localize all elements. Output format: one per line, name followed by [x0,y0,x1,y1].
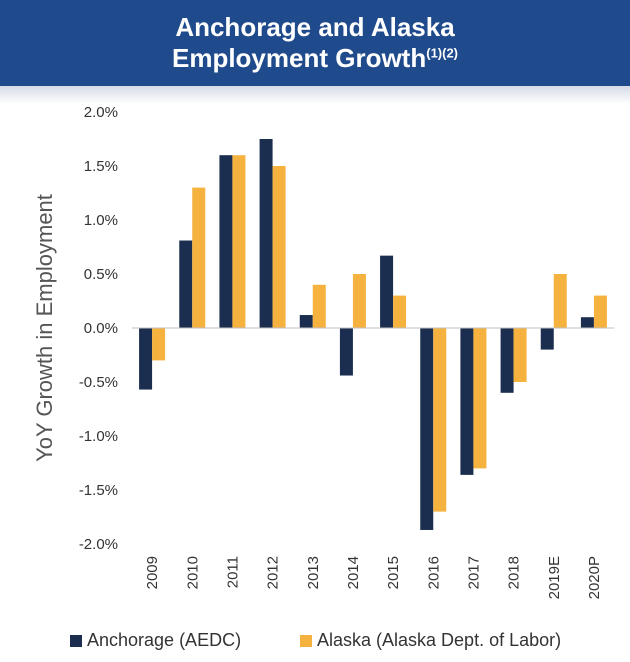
alaska-bar-2009 [152,328,166,361]
x-tick-label: 2017 [465,556,482,589]
alaska-bar-2020P [593,295,607,328]
y-tick-label: -2.0% [79,536,118,553]
alaska-bar-2014 [352,274,366,328]
x-tick-label: 2012 [265,556,282,589]
legend-swatch-alaska [300,634,312,647]
alaska-bar-2019E [553,274,567,328]
y-tick-label: 2.0% [84,104,118,121]
anchorage-bar-2013 [299,315,313,328]
alaska-bar-2011 [232,155,246,328]
anchorage-bar-2010 [179,240,193,328]
legend-swatch-anchorage [70,634,82,647]
anchorage-bar-2016 [420,328,434,530]
anchorage-bar-2019E [540,328,554,350]
header-shadow [0,86,630,104]
plot-area [132,139,614,530]
anchorage-bar-2014 [339,328,353,376]
x-axis: 2009 2010 2011 2012 2013 2014 2015 2016 2017 2018… [144,556,603,599]
x-tick-label: 2019E [546,556,563,599]
x-tick-label: 2011 [224,556,241,588]
alaska-bar-2017 [473,328,487,469]
x-tick-label: 2009 [144,556,161,589]
legend-item-alaska: Alaska (Alaska Dept. of Labor) [300,630,561,651]
alaska-bar-2018 [513,328,527,382]
legend-label-alaska: Alaska (Alaska Dept. of Labor) [317,630,562,650]
anchorage-bar-2011 [219,155,233,328]
y-tick-label: 1.0% [84,212,118,229]
anchorage-bar-2018 [500,328,514,393]
x-tick-label: 2014 [345,556,362,589]
y-tick-label: -1.5% [79,482,118,499]
x-tick-label: 2010 [184,556,201,589]
anchorage-bar-2009 [139,328,153,390]
chart-title-line-2: Employment Growth(1)(2) [172,43,458,74]
anchorage-bar-2020P [580,317,594,328]
x-tick-label: 2013 [305,556,322,589]
chart-title-banner: Anchorage and Alaska Employment Growth(1… [0,0,630,86]
anchorage-bar-2012 [259,139,273,328]
x-tick-label: 2018 [506,556,523,589]
y-axis: 2.0% 1.5% 1.0% 0.5% 0.0% -0.5% -1.0% -1.5% -2.0% [79,104,118,553]
y-tick-label: 0.5% [84,266,118,283]
x-tick-label: 2020P [586,556,603,599]
alaska-bar-2016 [433,328,447,512]
anchorage-bar-2017 [460,328,474,475]
y-axis-label: YoY Growth in Employment [32,194,57,462]
y-tick-label: -0.5% [79,374,118,391]
chart-title-line-1: Anchorage and Alaska [175,12,455,42]
title-footnote-marker: (1)(2) [426,45,459,61]
legend: Anchorage (AEDC) Alaska (Alaska Dept. of… [0,624,630,654]
x-tick-label: 2015 [385,556,402,589]
y-tick-label: 1.5% [84,158,118,175]
alaska-bar-2013 [312,284,326,328]
chart-title-text: Employment Growth [171,43,427,73]
alaska-bar-2012 [272,166,286,328]
alaska-bar-2015 [393,295,407,328]
legend-label-anchorage: Anchorage (AEDC) [87,630,242,650]
bar-chart: YoY Growth in Employment 2.0% 1.5% 1.0% 0.5… [32,104,614,599]
x-tick-label: 2016 [425,556,442,589]
anchorage-bar-2015 [380,255,394,328]
y-tick-label: -1.0% [79,428,118,445]
legend-item-anchorage: Anchorage (AEDC) [70,630,241,651]
y-tick-label: 0.0% [84,320,118,337]
alaska-bar-2010 [192,187,206,328]
